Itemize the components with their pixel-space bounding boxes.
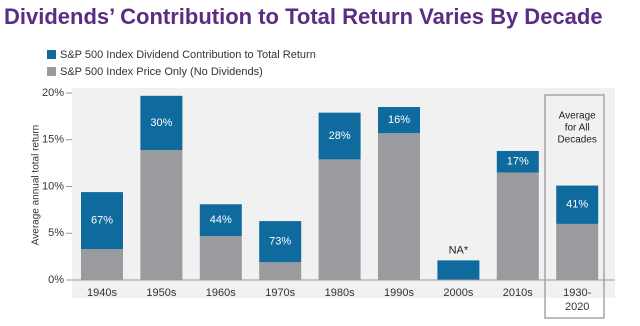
x-tick-label: 1970s bbox=[265, 287, 295, 299]
bar-segment bbox=[378, 107, 420, 134]
bar-segment bbox=[496, 150, 539, 173]
x-tick-label: 1950s bbox=[146, 287, 176, 299]
chart-title: Dividends’ Contribution to Total Return … bbox=[4, 4, 603, 29]
contribution-label: 28% bbox=[329, 130, 351, 142]
contribution-label: 41% bbox=[566, 199, 588, 211]
bar-segment bbox=[259, 221, 302, 263]
y-tick-label: 15% bbox=[42, 134, 64, 146]
bar-segment bbox=[259, 262, 302, 280]
highlight-note: Average bbox=[559, 111, 597, 122]
y-tick-label: 20% bbox=[42, 87, 64, 99]
x-tick-label: 1980s bbox=[325, 287, 355, 299]
contribution-label: 16% bbox=[388, 114, 410, 126]
x-tick-label: 1990s bbox=[384, 287, 414, 299]
x-tick-label: 1930-2020 bbox=[563, 287, 591, 313]
bar-segment bbox=[318, 112, 361, 160]
highlight-note: for All bbox=[565, 123, 590, 134]
contribution-label: NA* bbox=[449, 244, 469, 256]
y-tick-label: 5% bbox=[48, 227, 64, 239]
x-tick-label: 2000s bbox=[443, 287, 473, 299]
bar-segment bbox=[140, 95, 183, 151]
highlight-note: Decades bbox=[557, 135, 596, 146]
contribution-label: 73% bbox=[269, 236, 291, 248]
contribution-label: 30% bbox=[150, 117, 172, 129]
legend-swatch bbox=[47, 50, 56, 59]
legend-swatch bbox=[47, 67, 56, 76]
x-tick-label: 1960s bbox=[206, 287, 236, 299]
legend-label: S&P 500 Index Dividend Contribution to T… bbox=[60, 49, 316, 61]
bar-segment bbox=[556, 223, 599, 280]
contribution-label: 44% bbox=[210, 214, 232, 226]
bar-segment bbox=[81, 192, 123, 250]
contribution-label: 17% bbox=[507, 156, 529, 168]
contribution-label: 67% bbox=[91, 215, 113, 227]
bar-segment bbox=[199, 236, 242, 280]
bar-segment bbox=[81, 249, 123, 280]
x-tick-label: 1940s bbox=[87, 287, 117, 299]
bar-segment bbox=[199, 204, 242, 237]
highlight-box bbox=[544, 94, 605, 319]
bar-segment bbox=[496, 172, 539, 280]
y-tick-label: 10% bbox=[42, 180, 64, 192]
y-axis-label: Average annual total return bbox=[31, 125, 42, 245]
bar-segment bbox=[318, 159, 361, 280]
bar-segment bbox=[437, 260, 480, 280]
legend-label: S&P 500 Index Price Only (No Dividends) bbox=[60, 66, 263, 78]
x-tick-label: 2010s bbox=[503, 287, 533, 299]
bar-segment bbox=[556, 185, 599, 224]
y-tick-label: 0% bbox=[48, 274, 64, 286]
bar-segment bbox=[378, 133, 420, 280]
bar-segment bbox=[140, 150, 183, 280]
